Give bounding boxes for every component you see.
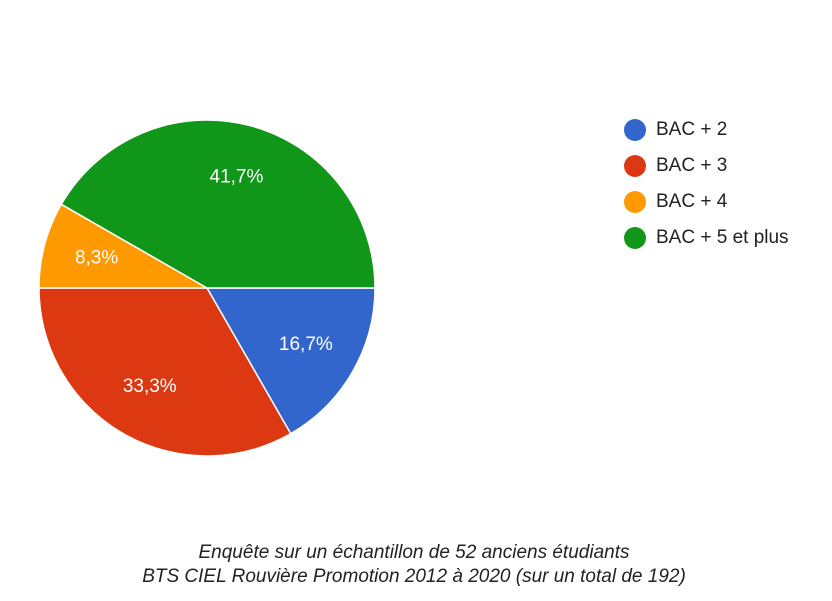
pie-slice: [205, 287, 376, 435]
value-label: 16,7%: [279, 334, 333, 355]
value-label: 8,3%: [75, 248, 118, 269]
pie-slice: [38, 287, 292, 457]
legend-swatch: [624, 119, 646, 141]
legend-swatch: [624, 155, 646, 177]
value-label: 33,3%: [123, 376, 177, 397]
legend-label: BAC + 4: [656, 191, 728, 212]
legend-swatch: [624, 227, 646, 249]
pie-slice: [38, 203, 210, 289]
value-label: 41,7%: [210, 167, 264, 188]
caption: BTS CIEL Rouvière Promotion 2012 à 2020 …: [142, 566, 686, 587]
legend-label: BAC + 2: [656, 119, 727, 140]
pie-slice: [60, 119, 376, 289]
legend-label: BAC + 3: [656, 155, 727, 176]
legend-label: BAC + 5 et plus: [656, 227, 789, 248]
legend-swatch: [624, 191, 646, 213]
caption: Enquête sur un échantillon de 52 anciens…: [199, 542, 630, 563]
